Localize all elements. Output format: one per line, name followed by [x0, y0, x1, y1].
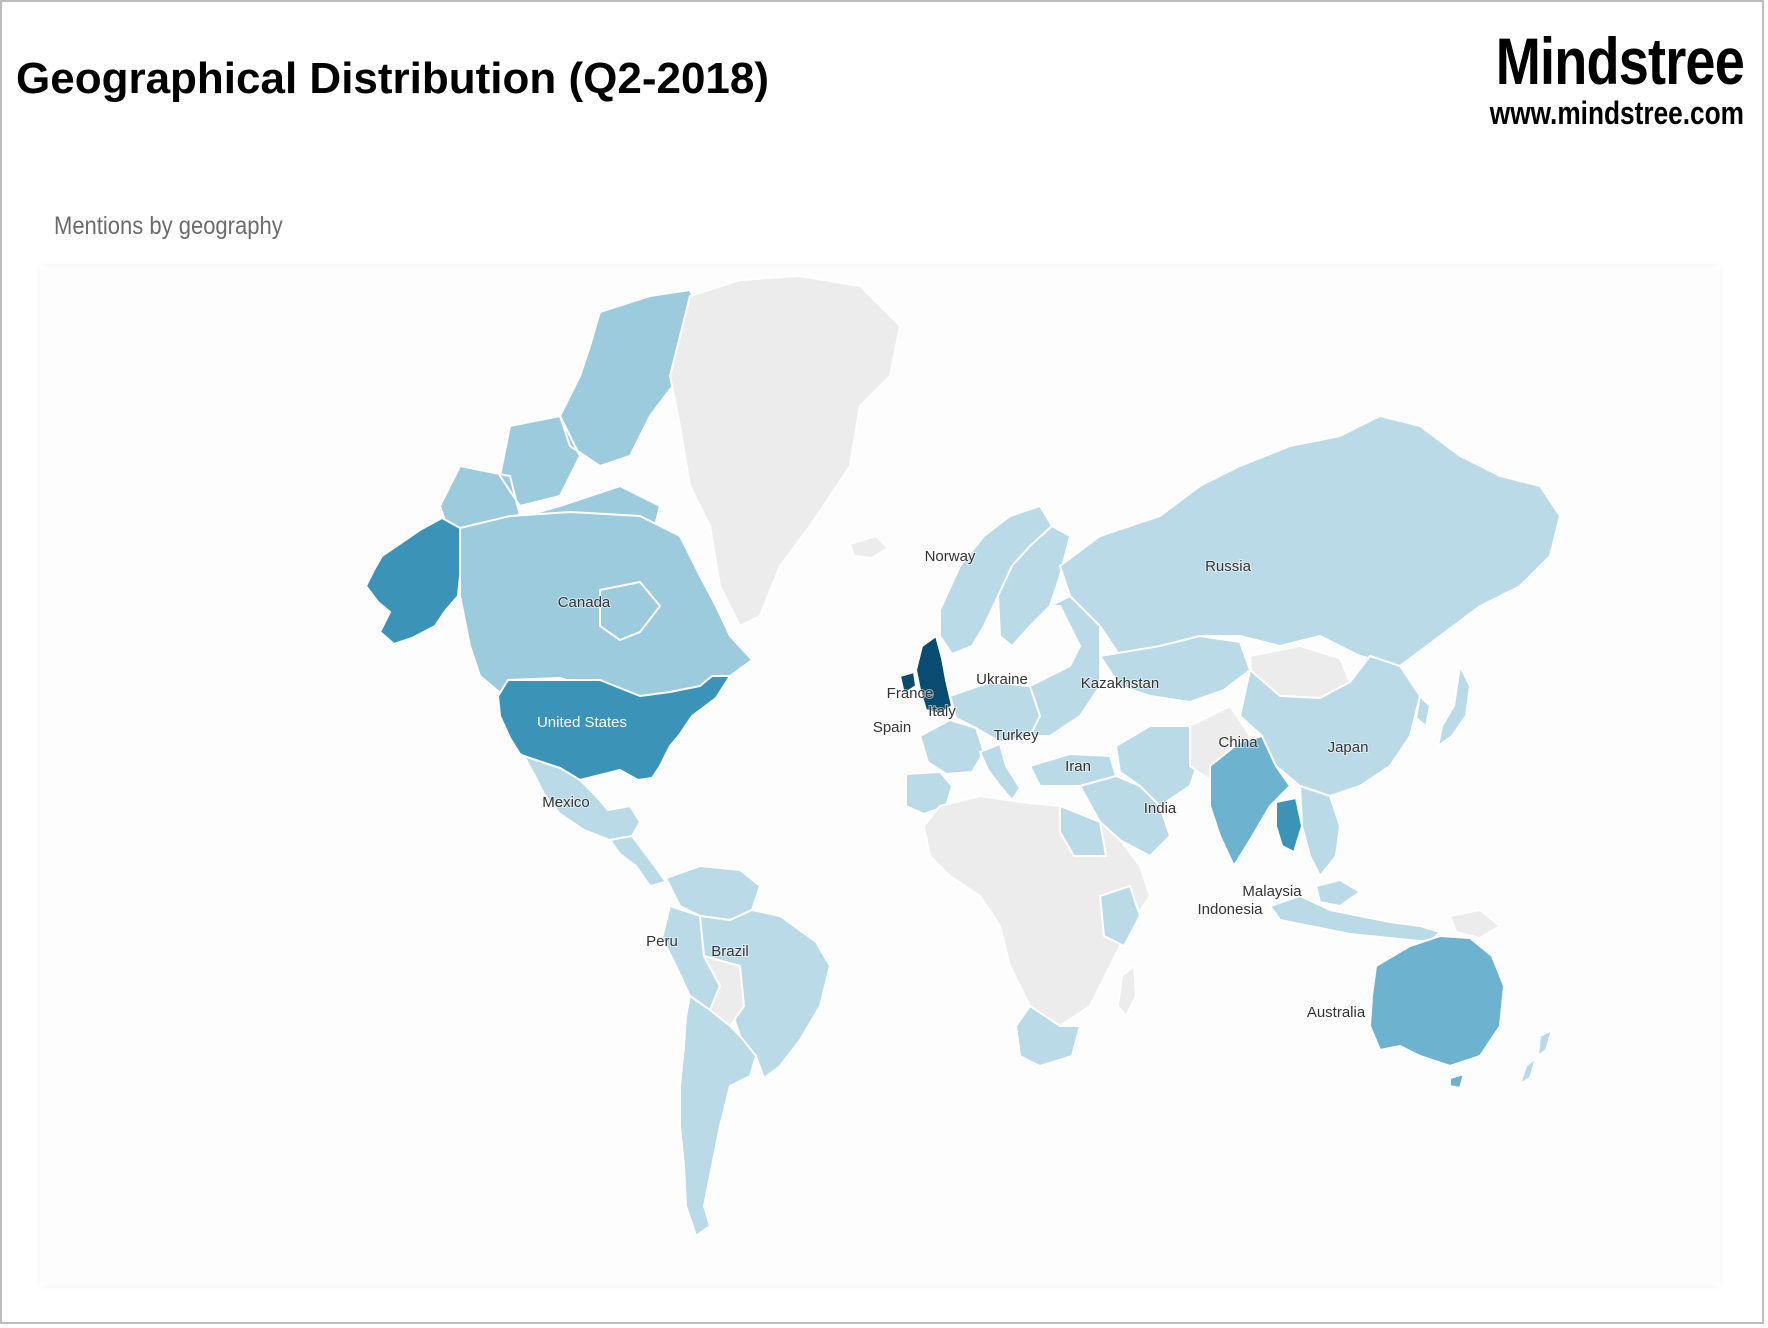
country-label-russia: Russia	[1205, 558, 1252, 575]
country-label-france: France	[887, 685, 934, 702]
brand-name: Mindstree	[1495, 24, 1745, 98]
country-thailand[interactable]	[1275, 797, 1303, 853]
country-label-australia: Australia	[1307, 1004, 1366, 1021]
map-panel	[40, 266, 1720, 1286]
country-label-turkey: Turkey	[993, 727, 1039, 744]
country-southern-cone[interactable]	[679, 995, 757, 1237]
country-label-ukraine: Ukraine	[976, 671, 1028, 688]
country-france[interactable]	[919, 719, 985, 775]
country-label-india: India	[1144, 800, 1177, 817]
country-label-mexico: Mexico	[542, 794, 590, 811]
country-new-zealand[interactable]	[1519, 1029, 1553, 1085]
page-title: Geographical Distribution (Q2-2018)	[16, 54, 770, 103]
country-label-iran: Iran	[1065, 758, 1091, 775]
country-australia[interactable]	[1369, 935, 1505, 1089]
country-japan[interactable]	[1415, 665, 1471, 747]
country-russia[interactable]	[1059, 415, 1561, 667]
country-greenland[interactable]	[669, 275, 901, 627]
country-nordics[interactable]	[997, 525, 1071, 647]
country-egypt[interactable]	[1059, 805, 1107, 857]
country-label-united-states: United States	[537, 714, 627, 731]
country-united-kingdom[interactable]	[899, 635, 953, 715]
country-label-brazil: Brazil	[711, 943, 749, 960]
country-label-indonesia: Indonesia	[1197, 901, 1263, 918]
country-indonesia[interactable]	[1269, 895, 1441, 943]
country-iran[interactable]	[1115, 725, 1201, 807]
country-central-america[interactable]	[609, 835, 667, 887]
country-papua-new-guinea[interactable]	[1449, 909, 1501, 939]
map-subtitle: Mentions by geography	[54, 212, 283, 240]
country-india[interactable]	[1209, 735, 1291, 867]
country-united-states[interactable]	[497, 675, 731, 781]
world-map: Canada United States Mexico Peru Brazil …	[365, 275, 1561, 1237]
country-east-africa[interactable]	[1099, 885, 1141, 947]
country-label-canada: Canada	[558, 594, 611, 611]
country-label-peru: Peru	[646, 933, 678, 950]
country-label-norway: Norway	[925, 548, 976, 565]
country-canada-islands[interactable]	[439, 289, 705, 567]
brand-url: www.mindstree.com	[1489, 95, 1744, 131]
country-southeast-asia[interactable]	[1299, 785, 1341, 877]
country-madagascar[interactable]	[1117, 965, 1137, 1017]
country-malaysia[interactable]	[1315, 879, 1361, 907]
country-label-china: China	[1218, 734, 1258, 751]
country-label-kazakhstan: Kazakhstan	[1081, 675, 1159, 692]
country-china[interactable]	[1239, 655, 1421, 797]
country-south-africa[interactable]	[1015, 1005, 1081, 1067]
country-ukraine[interactable]	[1029, 595, 1101, 737]
country-label-italy: Italy	[928, 703, 956, 720]
country-alaska[interactable]	[365, 517, 461, 645]
country-mexico[interactable]	[523, 755, 641, 841]
country-kazakhstan[interactable]	[1099, 635, 1251, 703]
country-iceland[interactable]	[849, 535, 889, 559]
brand-logo: Mindstree www.mindstree.com	[1434, 24, 1745, 131]
country-label-spain: Spain	[873, 719, 911, 736]
country-label-malaysia: Malaysia	[1242, 883, 1302, 900]
country-italy[interactable]	[979, 743, 1021, 801]
country-label-japan: Japan	[1328, 739, 1369, 756]
